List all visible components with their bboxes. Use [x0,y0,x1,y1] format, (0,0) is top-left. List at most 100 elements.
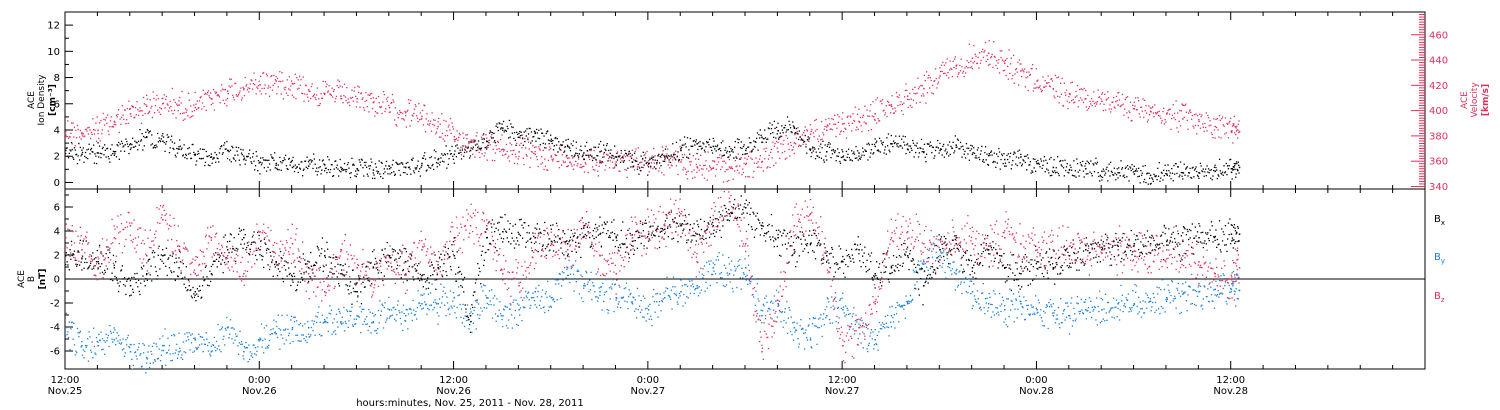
by-point [422,307,424,309]
velocity-point [511,144,513,146]
by-point [746,274,748,276]
velocity-point [375,97,377,99]
ion-density-point [784,127,786,129]
velocity-point [393,101,395,103]
velocity-point [377,95,380,98]
ion-density-point [352,163,354,165]
ion-density-point [466,151,468,153]
velocity-point [363,109,366,111]
by-point [695,288,697,290]
ion-density-point [902,135,904,137]
by-point [118,334,120,337]
ion-density-point [742,145,745,148]
ion-density-point [349,176,352,179]
by-point [173,335,176,337]
ion-density-point [484,147,486,149]
ion-density-point [171,141,173,143]
by-point [531,297,533,299]
ion-density-point [100,156,102,159]
velocity-point [161,97,163,100]
velocity-point [600,161,602,163]
by-point [544,293,547,295]
by-point [273,319,275,321]
by-point [510,304,512,306]
velocity-point [628,151,630,153]
by-point [996,313,998,315]
velocity-point [154,105,157,107]
by-point [959,283,962,285]
velocity-data-point [534,153,536,156]
ion-density-point [1147,183,1149,185]
ion-density-point [770,128,773,130]
velocity-point [549,146,551,148]
ion-density-point [874,138,876,140]
by-point [713,270,715,272]
velocity-point [711,168,713,170]
ion-density-point [594,157,596,159]
velocity-point [412,115,414,117]
by-point [642,316,644,318]
ion-density-point [480,149,482,151]
by-point [800,319,802,321]
velocity-point [569,161,571,164]
ion-density-point [857,159,859,161]
by-point [910,301,912,303]
ion-density-point [176,152,179,154]
ion-density-point [243,157,246,159]
by-point [633,297,635,299]
by-point [1015,298,1017,300]
velocity-point [266,75,268,77]
velocity-point [1068,96,1070,98]
velocity-point [821,138,823,140]
velocity-point [414,104,416,106]
ion-density-point [1195,166,1197,168]
by-point [868,342,870,345]
by-point [792,322,794,324]
ion-density-point [956,146,958,148]
velocity-point [703,177,706,179]
velocity-data-point [324,92,326,95]
ion-density-point [82,147,84,149]
by-point [764,318,767,320]
ion-density-point [397,163,399,165]
velocity-point [767,166,769,168]
ion-density-point [424,158,427,160]
ion-density-point [1235,176,1237,178]
by-point [828,318,831,321]
ion-density-point [564,146,566,148]
by-point [477,314,479,316]
by-point [929,267,931,270]
by-point [265,347,267,349]
velocity-point [455,138,458,140]
ion-density-data-point [1133,173,1136,175]
ion-density-point [892,140,895,142]
velocity-point [944,72,946,74]
velocity-point [990,57,992,59]
by-point [274,332,276,334]
by-point [639,311,642,313]
velocity-point [263,87,265,89]
velocity-point [471,139,473,142]
velocity-point [279,80,282,83]
velocity-point [1179,125,1182,127]
ion-density-point [706,141,708,143]
ion-density-point [285,165,288,167]
velocity-point [631,149,633,151]
velocity-point [451,122,453,124]
by-point [572,273,575,275]
ion-density-point [511,132,513,134]
velocity-point [724,170,726,173]
velocity-point [620,152,622,154]
ion-density-point [269,169,271,171]
by-point [224,327,226,330]
by-point [440,283,442,285]
velocity-point [1038,86,1040,88]
velocity-point [859,116,862,119]
ion-density-point [898,135,901,137]
ion-density-point [295,167,297,170]
ion-density-point [527,138,529,141]
by-point [299,340,301,342]
ion-density-point [453,162,455,164]
by-point [290,315,293,317]
ion-density-point [494,142,497,144]
